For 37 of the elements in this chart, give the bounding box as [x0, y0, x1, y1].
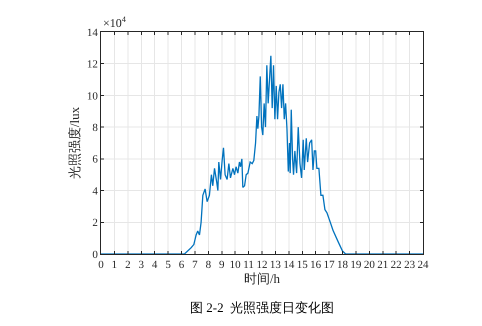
y-axis-title: 光照强度/lux — [66, 106, 82, 180]
x-tick-label: 12 — [256, 259, 268, 272]
y-tick-label: 14 — [86, 26, 98, 39]
x-tick-label: 23 — [404, 259, 416, 272]
x-tick-label: 1 — [112, 259, 118, 272]
y-tick-label: 8 — [92, 122, 98, 134]
x-tick-label: 15 — [296, 259, 308, 272]
x-tick-label: 19 — [350, 259, 362, 272]
x-tick-label: 21 — [377, 259, 388, 272]
text: 图 2-2 光照强度日变化图 — [190, 300, 334, 315]
x-tick-label: 18 — [337, 259, 348, 272]
x-tick-label: 22 — [390, 259, 402, 272]
x-tick-label: 20 — [364, 259, 376, 272]
x-tick-label: 6 — [178, 259, 185, 272]
x-tick-label: 11 — [243, 259, 254, 272]
y-tick-label: 6 — [92, 154, 98, 166]
x-tick-label: 10 — [230, 259, 242, 272]
x-axis-title: 时间/h — [244, 271, 281, 286]
line-series — [101, 55, 423, 254]
x-tick-label: 13 — [270, 259, 282, 272]
x-tick-label: 5 — [165, 259, 172, 272]
text: ×10$^{4}$ — [103, 15, 127, 30]
y-tick-label: 12 — [86, 58, 98, 71]
x-tick-label: 9 — [219, 259, 225, 272]
x-tick-label: 14 — [283, 259, 295, 272]
x-tick-label: 2 — [125, 259, 131, 272]
y-tick-label: 0 — [92, 248, 98, 261]
y-tick-label: 2 — [92, 217, 98, 230]
x-tick-label: 4 — [152, 259, 158, 272]
x-tick-label: 7 — [192, 259, 198, 272]
x-tick-label: 16 — [310, 259, 322, 272]
x-tick-label: 8 — [206, 259, 212, 272]
y-tick-label: 4 — [92, 185, 98, 198]
x-tick-label: 3 — [138, 259, 144, 272]
x-tick-label: 17 — [324, 259, 336, 272]
y-tick-label: 10 — [86, 90, 98, 102]
x-tick-label: 24 — [418, 259, 429, 272]
